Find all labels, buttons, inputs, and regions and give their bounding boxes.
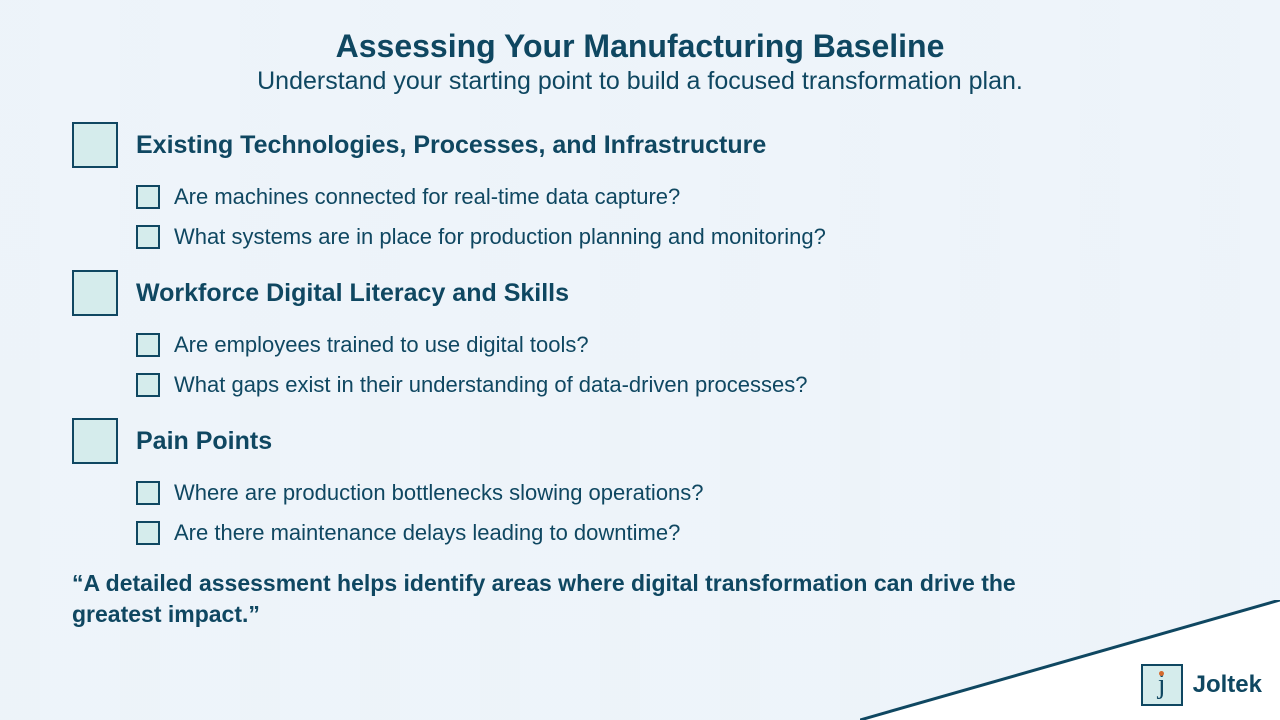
checkbox-small-icon xyxy=(136,373,160,397)
slide-title: Assessing Your Manufacturing Baseline xyxy=(72,28,1208,65)
slide-subtitle: Understand your starting point to build … xyxy=(72,67,1208,96)
item-text: Are there maintenance delays leading to … xyxy=(174,520,680,546)
content-area: Existing Technologies, Processes, and In… xyxy=(72,122,1208,630)
quote-text: “A detailed assessment helps identify ar… xyxy=(72,568,1208,630)
section-items: Are employees trained to use digital too… xyxy=(72,332,1208,398)
item-text: What gaps exist in their understanding o… xyxy=(174,372,807,398)
checkbox-small-icon xyxy=(136,185,160,209)
checklist-item: Are machines connected for real-time dat… xyxy=(136,184,1208,210)
checkbox-small-icon xyxy=(136,333,160,357)
checklist-item: Are employees trained to use digital too… xyxy=(136,332,1208,358)
checkbox-small-icon xyxy=(136,481,160,505)
section-heading: Workforce Digital Literacy and Skills xyxy=(136,279,569,308)
checklist-item: Where are production bottlenecks slowing… xyxy=(136,480,1208,506)
section-painpoints: Pain Points Where are production bottlen… xyxy=(72,418,1208,546)
section-heading: Existing Technologies, Processes, and In… xyxy=(136,131,766,160)
section-workforce: Workforce Digital Literacy and Skills Ar… xyxy=(72,270,1208,398)
checklist-item: What gaps exist in their understanding o… xyxy=(136,372,1208,398)
checkbox-large-icon xyxy=(72,270,118,316)
section-header: Existing Technologies, Processes, and In… xyxy=(72,122,1208,168)
checkbox-large-icon xyxy=(72,418,118,464)
checkbox-small-icon xyxy=(136,521,160,545)
section-technologies: Existing Technologies, Processes, and In… xyxy=(72,122,1208,250)
checkbox-small-icon xyxy=(136,225,160,249)
section-items: Are machines connected for real-time dat… xyxy=(72,184,1208,250)
checklist-item: What systems are in place for production… xyxy=(136,224,1208,250)
section-header: Pain Points xyxy=(72,418,1208,464)
item-text: Are machines connected for real-time dat… xyxy=(174,184,680,210)
section-items: Where are production bottlenecks slowing… xyxy=(72,480,1208,546)
item-text: Where are production bottlenecks slowing… xyxy=(174,480,704,506)
section-heading: Pain Points xyxy=(136,427,272,456)
item-text: Are employees trained to use digital too… xyxy=(174,332,589,358)
slide: Assessing Your Manufacturing Baseline Un… xyxy=(0,0,1280,720)
item-text: What systems are in place for production… xyxy=(174,224,826,250)
checkbox-large-icon xyxy=(72,122,118,168)
section-header: Workforce Digital Literacy and Skills xyxy=(72,270,1208,316)
checklist-item: Are there maintenance delays leading to … xyxy=(136,520,1208,546)
